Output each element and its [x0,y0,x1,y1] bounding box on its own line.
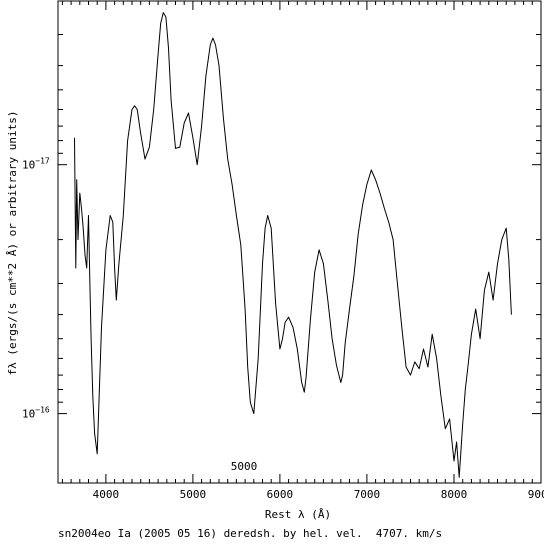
in-plot-annotation: 5000 [231,460,258,473]
tick-marks [58,1,542,483]
y-tick-label: 10−16 [22,406,50,421]
x-axis-title: Rest λ (Å) [265,508,331,521]
chart-caption: sn2004eo Ia (2005 05 16) deredsh. by hel… [58,527,443,540]
spectrum-series-line [74,12,512,478]
plot-frame [57,0,542,484]
y-tick-labels: 10−17 10−16 [22,157,50,421]
x-tick-label: 9000 [528,488,544,501]
x-tick-label: 4000 [93,488,120,501]
x-tick-label: 6000 [267,488,294,501]
x-tick-label: 5000 [180,488,207,501]
x-tick-labels: 4000 5000 6000 7000 8000 9000 [93,488,544,501]
x-tick-label: 8000 [441,488,468,501]
x-tick-label: 7000 [354,488,381,501]
y-tick-label: 10−17 [22,157,50,172]
y-axis-title: fλ (ergs/(s cm**2 Å) or arbitrary units) [6,111,19,376]
